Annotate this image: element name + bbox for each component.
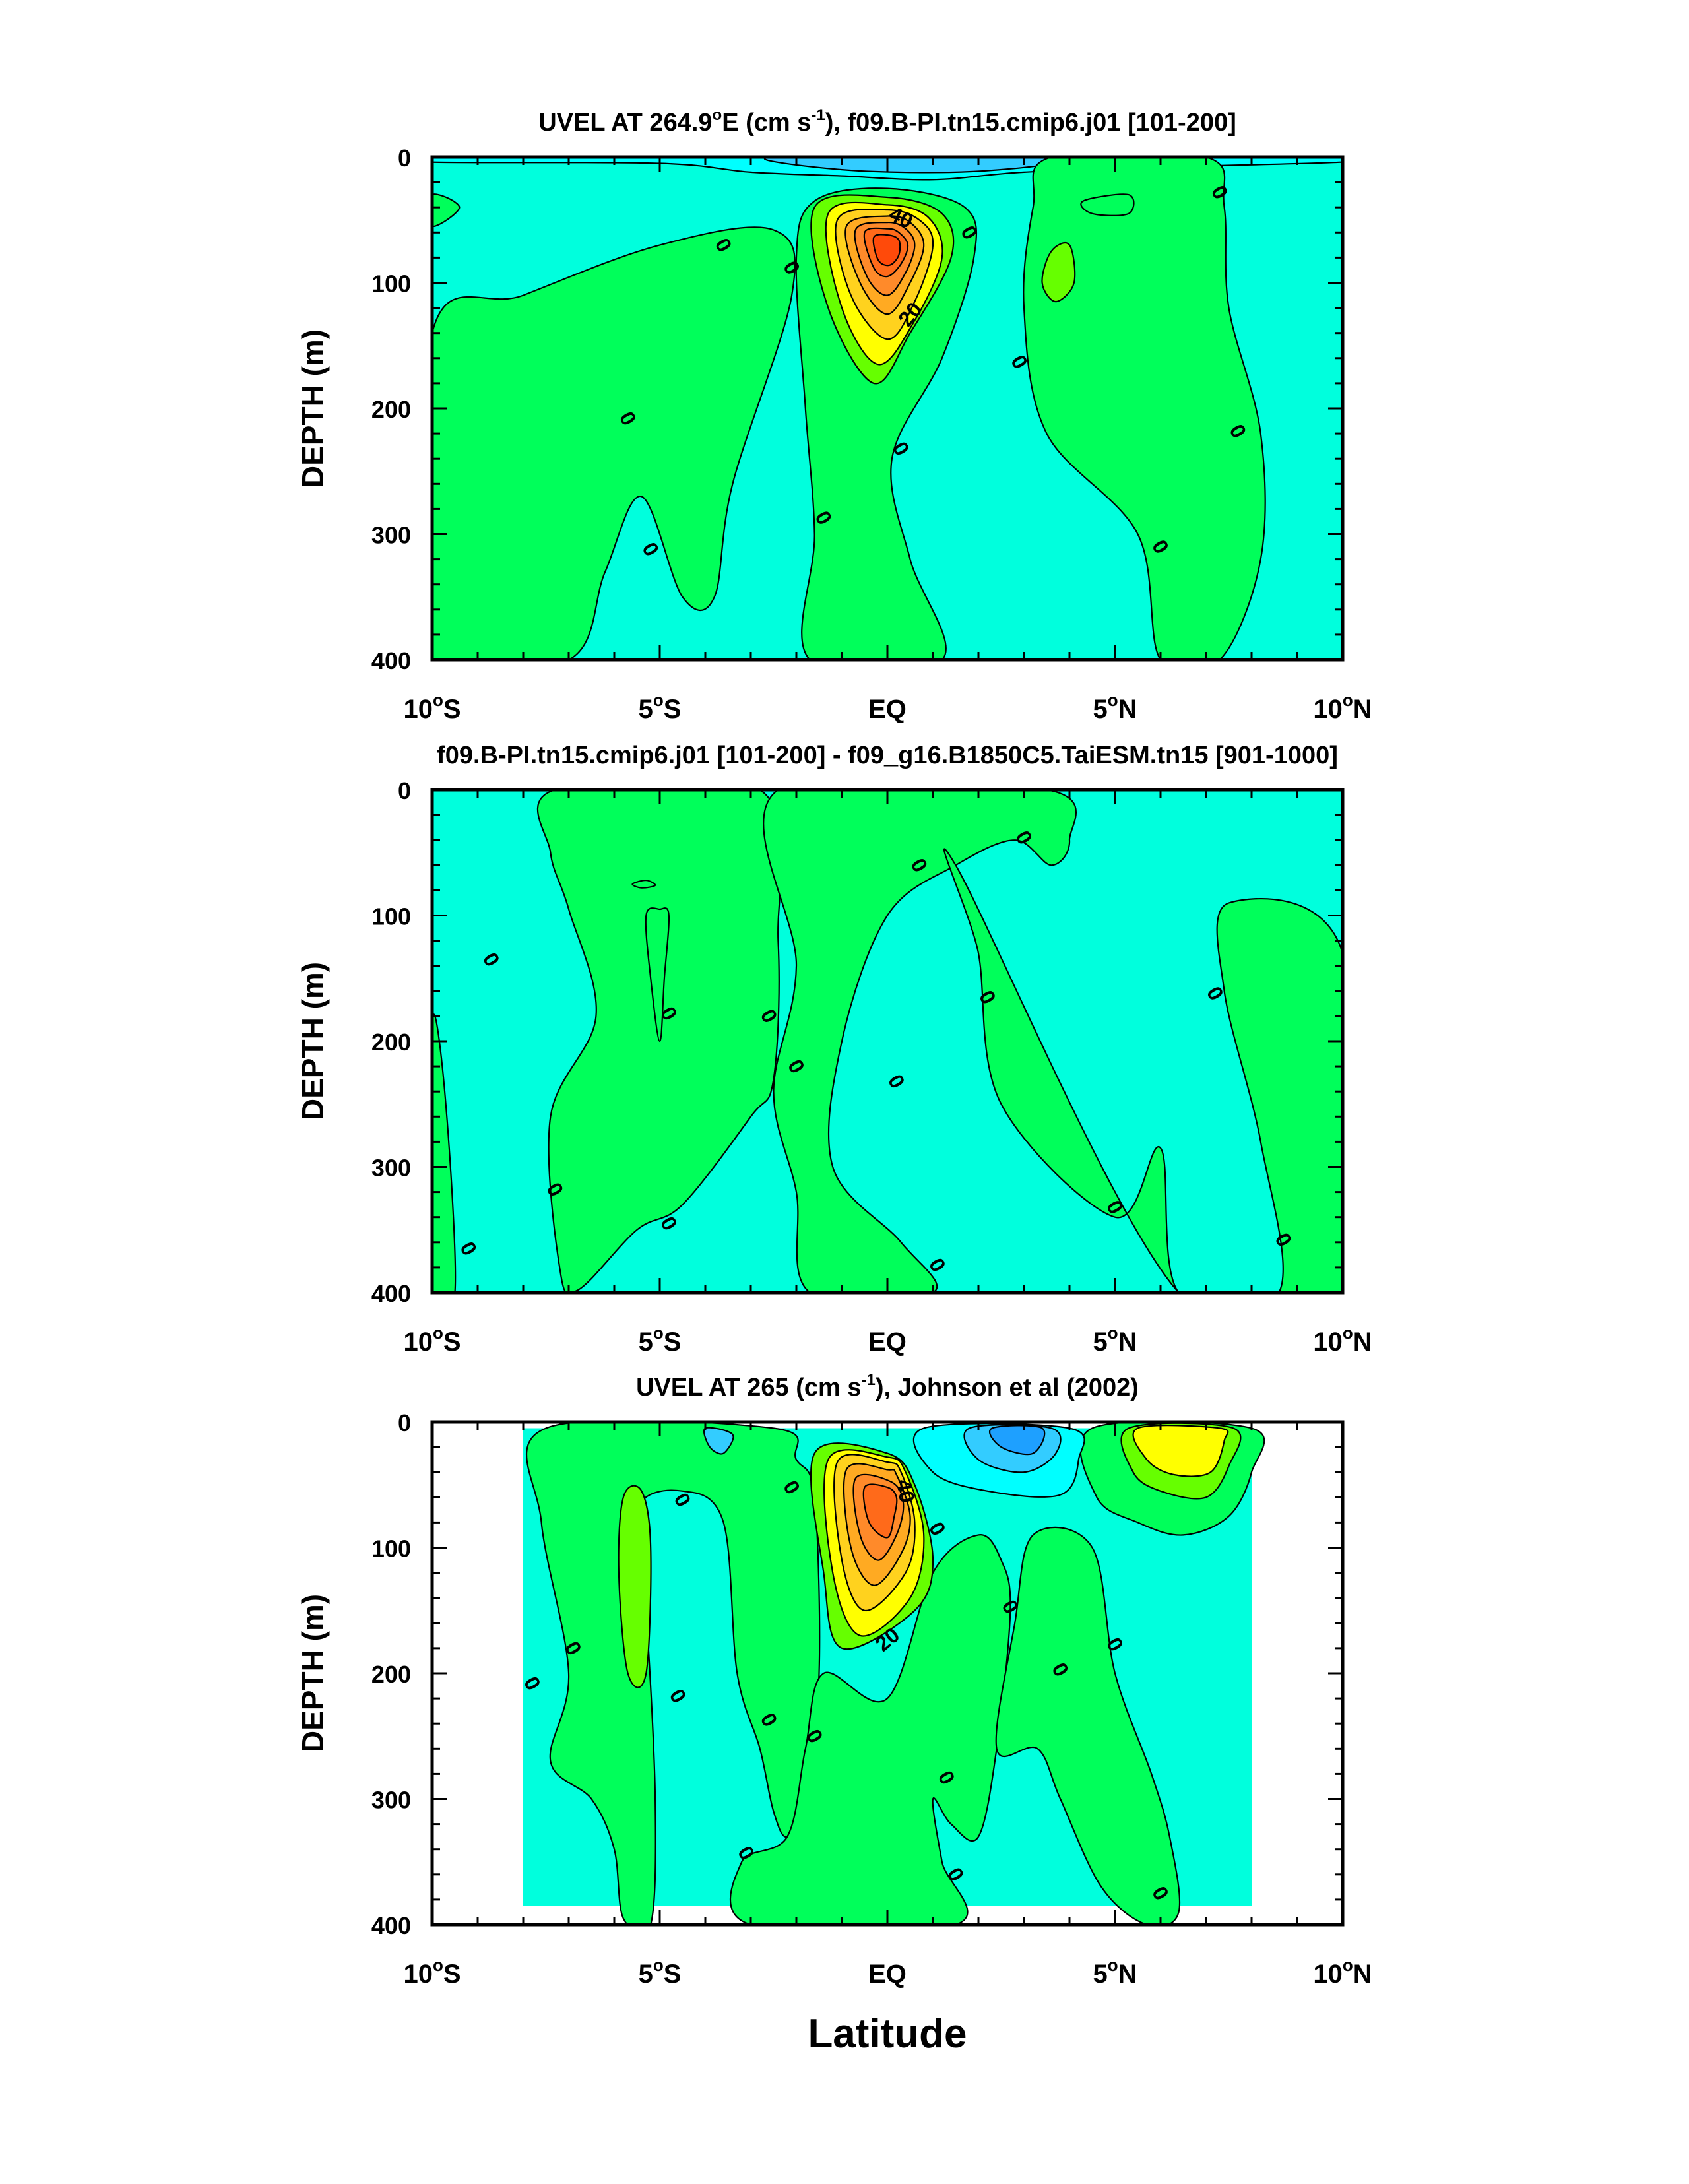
x-tick-label: 5oS: [639, 1323, 682, 1357]
y-axis-label: DEPTH (m): [296, 329, 330, 488]
y-tick-label: 0: [398, 1409, 411, 1436]
westward-core: [988, 1425, 1046, 1456]
y-axis-label: DEPTH (m): [296, 962, 330, 1120]
x-tick-label: EQ: [868, 695, 907, 724]
eastward-region: [618, 1485, 652, 1688]
y-tick-label: 0: [398, 777, 411, 804]
eastward-region: [432, 193, 461, 227]
y-axis-label: DEPTH (m): [296, 1594, 330, 1752]
eastward-region: [645, 907, 670, 1043]
y-tick-label: 400: [371, 647, 411, 674]
x-tick-label: 10oN: [1313, 1955, 1372, 1989]
eastward-region: [763, 790, 1077, 1293]
x-tick-label: EQ: [868, 1328, 907, 1357]
y-tick-label: 300: [371, 1155, 411, 1182]
eastward-region: [432, 226, 796, 660]
y-tick-label: 200: [371, 396, 411, 423]
eastward-region: [1080, 193, 1135, 216]
x-tick-label: 10oS: [403, 690, 461, 724]
y-tick-label: 0: [398, 145, 411, 172]
eastward-region: [432, 1013, 457, 1293]
contour-label: 40: [892, 1477, 920, 1504]
westward-core: [703, 1427, 734, 1455]
y-tick-label: 300: [371, 522, 411, 549]
x-tick-label: 10oN: [1313, 1323, 1372, 1357]
x-tick-label: 10oS: [403, 1955, 461, 1989]
euc-core-contour: [872, 234, 901, 267]
eastward-region: [995, 1526, 1181, 1925]
x-tick-label: 5oS: [639, 1955, 682, 1989]
y-tick-label: 400: [371, 1280, 411, 1307]
axis-ticks: [431, 156, 1344, 661]
x-axis-label: Latitude: [808, 2011, 967, 2057]
y-tick-label: 300: [371, 1787, 411, 1814]
x-tick-label: EQ: [868, 1960, 907, 1989]
x-tick-label: 10oN: [1313, 690, 1372, 724]
panel-title: UVEL AT 265 (cm s-1), Johnson et al (200…: [636, 1371, 1139, 1401]
y-tick-label: 200: [371, 1661, 411, 1688]
eastward-region: [1132, 1425, 1229, 1477]
y-tick-label: 400: [371, 1912, 411, 1939]
x-tick-label: 5oN: [1093, 690, 1137, 724]
y-tick-label: 100: [371, 903, 411, 930]
eastward-region: [1041, 242, 1076, 303]
x-tick-label: 5oS: [639, 690, 682, 724]
y-tick-label: 100: [371, 1535, 411, 1562]
x-tick-label: 5oN: [1093, 1955, 1137, 1989]
y-tick-label: 100: [371, 271, 411, 298]
eastward-region: [943, 848, 1343, 1293]
axis-ticks: [431, 1421, 1344, 1926]
panel-title: UVEL AT 264.9oE (cm s-1), f09.B-PI.tn15.…: [538, 106, 1236, 137]
euc-core-contour: [862, 1483, 898, 1539]
missing-data-mask: [691, 1906, 724, 1925]
x-tick-label: 5oN: [1093, 1323, 1137, 1357]
missing-data-mask: [550, 1906, 619, 1925]
missing-data-mask: [1042, 1906, 1093, 1925]
panel-title: f09.B-PI.tn15.cmip6.j01 [101-200] - f09_…: [437, 742, 1338, 769]
y-tick-label: 200: [371, 1029, 411, 1056]
axis-ticks: [431, 788, 1344, 1294]
eastward-region: [631, 880, 656, 889]
x-tick-label: 10oS: [403, 1323, 461, 1357]
